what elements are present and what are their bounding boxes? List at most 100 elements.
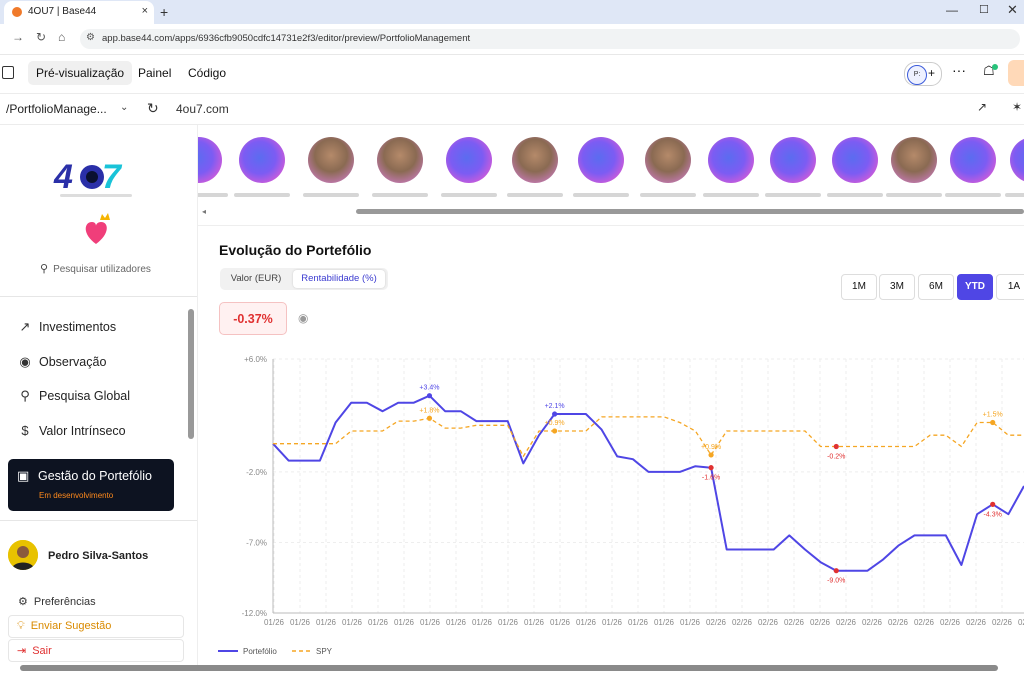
- x-tick-label: 01/26: [628, 618, 649, 627]
- user-bubble[interactable]: [645, 137, 691, 183]
- user-bubble-label: [507, 193, 563, 197]
- open-external-icon[interactable]: ↗: [977, 100, 988, 114]
- legend-spy-label: SPY: [316, 647, 333, 656]
- x-tick-label: 02/26: [784, 618, 805, 627]
- user-bubble-label: [573, 193, 629, 197]
- range-ytd-button[interactable]: YTD: [957, 274, 993, 300]
- user-bubble-label: [198, 193, 228, 197]
- chevron-down-icon[interactable]: ⌄: [120, 102, 129, 113]
- user-bubble-label: [1005, 193, 1024, 197]
- spy-series-line: [273, 416, 1024, 458]
- heart-crown-icon: [85, 213, 110, 244]
- collaborators-pill[interactable]: P: +: [904, 62, 942, 86]
- nav-investments[interactable]: ↗ Investimentos: [16, 319, 117, 341]
- tab-code[interactable]: Código: [188, 66, 227, 80]
- x-tick-label: 01/26: [368, 618, 389, 627]
- user-bubble[interactable]: [832, 137, 878, 183]
- nav-label: Pesquisa Global: [39, 389, 131, 403]
- logout-icon: ⇥: [17, 645, 27, 657]
- page-title: Evolução do Portefólio: [219, 242, 372, 258]
- forward-icon[interactable]: →: [12, 30, 24, 44]
- minimize-icon[interactable]: ―: [946, 3, 958, 17]
- editor-toolbar: [0, 55, 1024, 94]
- browser-tab[interactable]: 4OU7 | Base44 ×: [4, 1, 154, 24]
- sidebar-toggle-icon[interactable]: [2, 66, 14, 79]
- x-tick-label: 02/26: [966, 618, 987, 627]
- refresh-icon[interactable]: ↻: [147, 100, 159, 116]
- select-element-icon[interactable]: ✶: [1012, 100, 1023, 114]
- user-bubble[interactable]: [198, 137, 222, 183]
- user-bubble-label: [886, 193, 942, 197]
- invite-icon[interactable]: +: [928, 66, 936, 80]
- user-bubble[interactable]: [708, 137, 754, 183]
- x-tick-label: 02/26: [914, 618, 935, 627]
- user-bubble[interactable]: [308, 137, 354, 183]
- reload-icon[interactable]: ↻: [36, 30, 47, 44]
- eye-icon: ◉: [19, 354, 31, 369]
- site-info-icon[interactable]: ⚙: [86, 32, 95, 43]
- url-bar[interactable]: ⚙ app.base44.com/apps/6936cfb9050cdfc147…: [80, 29, 1020, 49]
- url-text: app.base44.com/apps/6936cfb9050cdfc14731…: [102, 33, 471, 44]
- logout-label: Sair: [32, 645, 52, 657]
- performance-badge: -0.37%: [219, 302, 287, 335]
- agent-icon[interactable]: ☖: [983, 63, 995, 78]
- user-bubble-label: [303, 193, 359, 197]
- maximize-icon[interactable]: ☐: [979, 4, 989, 16]
- svg-text:7: 7: [102, 158, 123, 196]
- search-icon: ⚲: [40, 263, 49, 275]
- user-bubble[interactable]: [239, 137, 285, 183]
- x-tick-label: 01/26: [472, 618, 493, 627]
- dev-badge: Em desenvolvimento: [39, 491, 114, 500]
- gear-icon: ⚙: [18, 596, 28, 608]
- close-window-icon[interactable]: ✕: [1007, 2, 1018, 17]
- range-1y-button[interactable]: 1A: [996, 274, 1024, 300]
- range-6m-button[interactable]: 6M: [918, 274, 954, 300]
- toggle-value-eur[interactable]: Valor (EUR): [230, 273, 282, 284]
- sidebar-scrollbar[interactable]: [188, 309, 194, 439]
- publish-button[interactable]: [1008, 60, 1024, 86]
- domain-text: 4ou7.com: [176, 102, 229, 116]
- x-tick-label: 02/26: [810, 618, 831, 627]
- range-1m-button[interactable]: 1M: [841, 274, 877, 300]
- user-bubble[interactable]: [770, 137, 816, 183]
- annotation-label: -9.0%: [827, 578, 845, 585]
- range-3m-button[interactable]: 3M: [879, 274, 915, 300]
- nav-global-search[interactable]: ⚲ Pesquisa Global: [16, 388, 130, 410]
- svg-text:4: 4: [53, 158, 73, 196]
- nav-portfolio-management[interactable]: ▣ Gestão do Portefólio Em desenvolviment…: [8, 459, 174, 511]
- user-search[interactable]: ⚲ Pesquisar utilizadores: [40, 262, 151, 275]
- user-bubble[interactable]: [1010, 137, 1024, 183]
- home-icon[interactable]: ⌂: [58, 30, 66, 44]
- user-bubble[interactable]: [512, 137, 558, 183]
- scroll-left-icon[interactable]: ◂: [202, 207, 207, 216]
- favicon-icon: [12, 7, 22, 17]
- user-bubble[interactable]: [446, 137, 492, 183]
- tab-close-icon[interactable]: ×: [141, 5, 148, 17]
- preferences-link[interactable]: ⚙ Preferências: [18, 595, 96, 608]
- nav-intrinsic-value[interactable]: $ Valor Intrínseco: [16, 423, 125, 445]
- new-tab-button[interactable]: +: [160, 4, 169, 20]
- tab-dashboard[interactable]: Painel: [138, 66, 172, 80]
- dollar-icon: $: [21, 423, 29, 438]
- toggle-return-pct[interactable]: Rentabilidade (%): [293, 270, 385, 288]
- avatar[interactable]: [8, 540, 38, 570]
- logout-button[interactable]: ⇥ Sair: [8, 639, 184, 662]
- page-horizontal-scrollbar[interactable]: [20, 665, 998, 671]
- eye-icon[interactable]: ◉: [298, 311, 309, 325]
- carousel-scrollbar[interactable]: [356, 209, 1024, 214]
- route-selector[interactable]: /PortfolioManage...: [6, 102, 107, 116]
- user-bubble[interactable]: [950, 137, 996, 183]
- user-bubble[interactable]: [377, 137, 423, 183]
- x-tick-label: 02/26: [732, 618, 753, 627]
- y-tick-label: -12.0%: [242, 609, 267, 618]
- more-icon[interactable]: ···: [952, 62, 966, 78]
- x-tick-label: 02/26: [888, 618, 909, 627]
- nav-label: Gestão do Portefólio: [38, 469, 152, 483]
- send-suggestion-button[interactable]: 💡︎ Enviar Sugestão: [8, 615, 184, 638]
- nav-watchlist[interactable]: ◉ Observação: [16, 354, 106, 376]
- user-bubble-label: [640, 193, 696, 197]
- x-tick-label: 01/26: [394, 618, 415, 627]
- user-bubble[interactable]: [578, 137, 624, 183]
- tab-preview[interactable]: Pré-visualização: [28, 61, 133, 85]
- user-bubble[interactable]: [891, 137, 937, 183]
